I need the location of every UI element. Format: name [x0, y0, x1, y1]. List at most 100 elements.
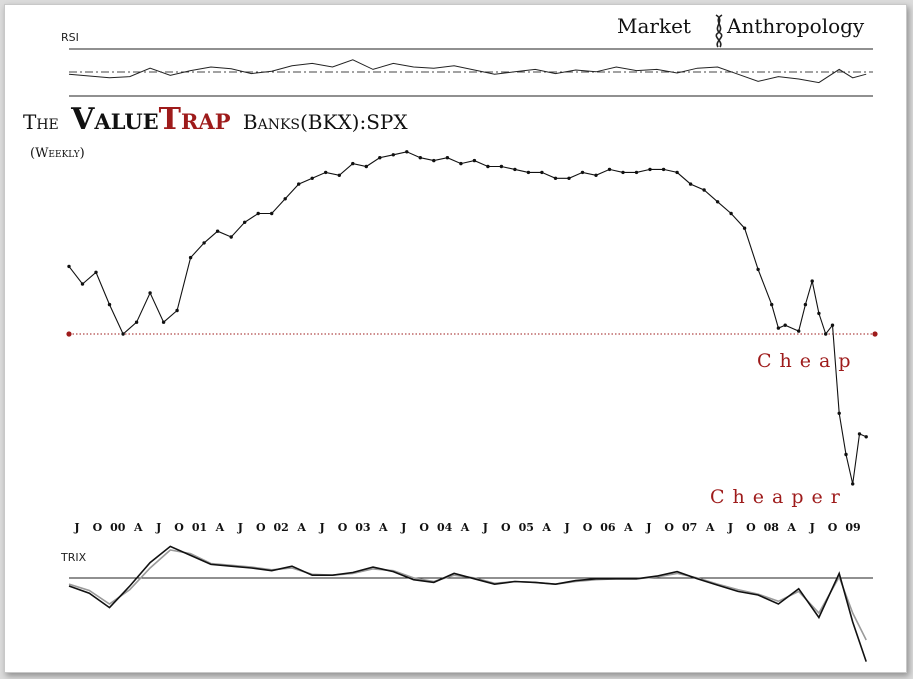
price-point [432, 158, 436, 163]
x-tick-label: J [727, 521, 733, 534]
price-point [864, 435, 868, 439]
reference-endpoint-right [872, 331, 878, 337]
annotation-cheaper: Cheaper [710, 486, 848, 508]
x-tick-label: J [155, 521, 161, 534]
x-tick-label: O [174, 521, 184, 534]
price-point [817, 311, 821, 316]
x-tick-label: A [623, 521, 633, 534]
title-suffix: Banks(BKX):SPX [243, 110, 408, 134]
x-tick-label: J [645, 521, 651, 534]
price-point [188, 255, 193, 260]
x-tick-label: O [746, 521, 756, 534]
price-point [94, 270, 98, 274]
price-point [215, 229, 220, 233]
price-point [837, 411, 841, 415]
price-point [405, 150, 409, 154]
price-point [810, 279, 814, 283]
x-tick-label: O [664, 521, 674, 534]
price-point [459, 161, 463, 166]
price-point [202, 241, 206, 245]
dna-icon [715, 14, 723, 48]
x-tick-label: O [93, 521, 103, 534]
reference-endpoint-left [66, 331, 72, 337]
price-point [783, 323, 787, 327]
price-point [621, 170, 625, 175]
price-point [107, 302, 112, 307]
price-point [803, 302, 808, 307]
price-points [67, 150, 868, 486]
price-point [445, 156, 450, 160]
price-point [830, 323, 835, 327]
price-point [770, 302, 774, 307]
price-point [297, 182, 301, 186]
price-point [540, 170, 544, 175]
price-point [567, 176, 571, 180]
x-tick-label: A [215, 521, 225, 534]
x-tick-label: J [809, 521, 815, 534]
chart-frame: Market Anthropology RSI The ValueTrap Ba… [4, 4, 907, 673]
brand-logo: Market Anthropology [617, 14, 865, 48]
price-point [391, 153, 395, 157]
price-point [364, 164, 368, 169]
price-point [148, 291, 152, 295]
x-tick-label: J [400, 521, 406, 534]
x-tick-label: 02 [274, 521, 289, 534]
x-tick-label: J [482, 521, 488, 534]
price-point [80, 282, 85, 286]
title-trap: Trap [159, 102, 231, 137]
x-tick-label: 03 [355, 521, 370, 534]
chart-canvas: Market Anthropology RSI The ValueTrap Ba… [23, 14, 878, 662]
title-value: Value [70, 102, 159, 137]
trix-line [68, 545, 867, 662]
x-tick-label: O [256, 521, 266, 534]
chart-title: The ValueTrap Banks(BKX):SPX (Weekly) [23, 102, 408, 161]
price-point [776, 326, 781, 330]
x-tick-label: A [541, 521, 551, 534]
price-point [844, 452, 848, 457]
price-point [134, 320, 139, 324]
price-point [648, 167, 652, 172]
rsi-line [68, 59, 867, 84]
price-point [351, 161, 355, 166]
price-point [418, 156, 422, 160]
price-point [580, 170, 585, 175]
rsi-label: RSI [61, 31, 79, 44]
price-point [634, 170, 639, 175]
x-tick-label: 01 [192, 521, 207, 534]
price-point [337, 173, 341, 177]
price-point [797, 329, 801, 333]
price-point [688, 182, 693, 186]
price-point [161, 320, 166, 324]
price-point [715, 200, 720, 204]
price-point [851, 482, 855, 486]
x-axis-ticks: J O 00 A J O 01 A J O 02 A J O 03 A J O 04 A J O 05 A J O 06 A J O 07 A… [73, 521, 860, 534]
price-point [857, 432, 862, 436]
x-tick-label: J [237, 521, 243, 534]
x-tick-label: 04 [437, 521, 453, 534]
x-tick-label: 00 [110, 521, 126, 534]
price-point [553, 176, 558, 180]
x-tick-label: 08 [764, 521, 780, 534]
rsi-panel: RSI [61, 31, 873, 97]
trix-signal-line [68, 549, 867, 641]
brand-right: Anthropology [726, 14, 865, 38]
price-point [824, 332, 828, 336]
price-point [175, 308, 179, 313]
x-tick-label: O [583, 521, 593, 534]
price-point [756, 267, 760, 272]
price-point [283, 197, 287, 201]
x-tick-label: A [378, 521, 388, 534]
x-tick-label: O [419, 521, 429, 534]
price-point [310, 176, 314, 180]
x-tick-label: 05 [519, 521, 534, 534]
x-tick-label: J [563, 521, 569, 534]
price-point [742, 226, 747, 230]
x-tick-label: O [501, 521, 511, 534]
price-point [472, 158, 477, 163]
price-point [256, 211, 260, 216]
main-panel: Cheap Cheaper [66, 150, 878, 508]
trix-label: TRIX [60, 551, 87, 564]
x-tick-label: J [73, 521, 79, 534]
trix-panel: TRIX [60, 545, 873, 662]
price-point [526, 170, 531, 175]
